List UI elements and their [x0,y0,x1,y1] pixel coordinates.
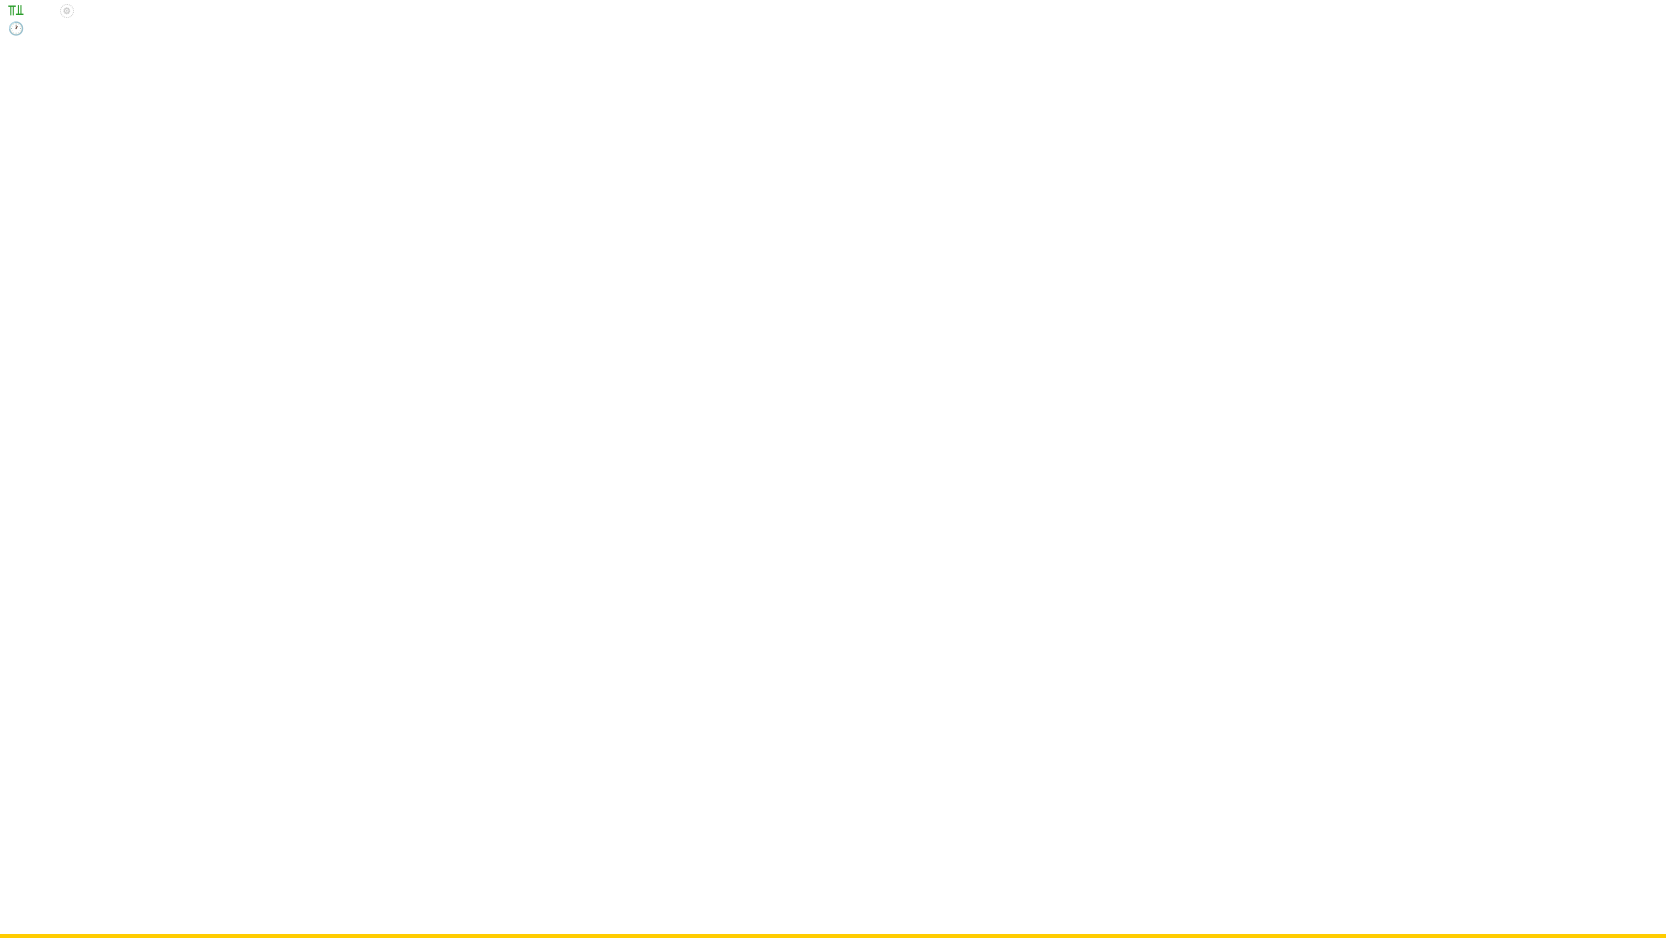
clock-icon: 🕐 [8,21,24,37]
settings-icon[interactable]: ⚙ [60,4,74,18]
chart-svg[interactable] [0,0,1666,938]
bottom-accent-bar [0,934,1666,938]
chart-header: ⫪⫫ ⚙ 🕐 [8,2,74,37]
candlestick-icon: ⫪⫫ [8,2,24,19]
chart-container: ⫪⫫ ⚙ 🕐 [0,0,1666,938]
